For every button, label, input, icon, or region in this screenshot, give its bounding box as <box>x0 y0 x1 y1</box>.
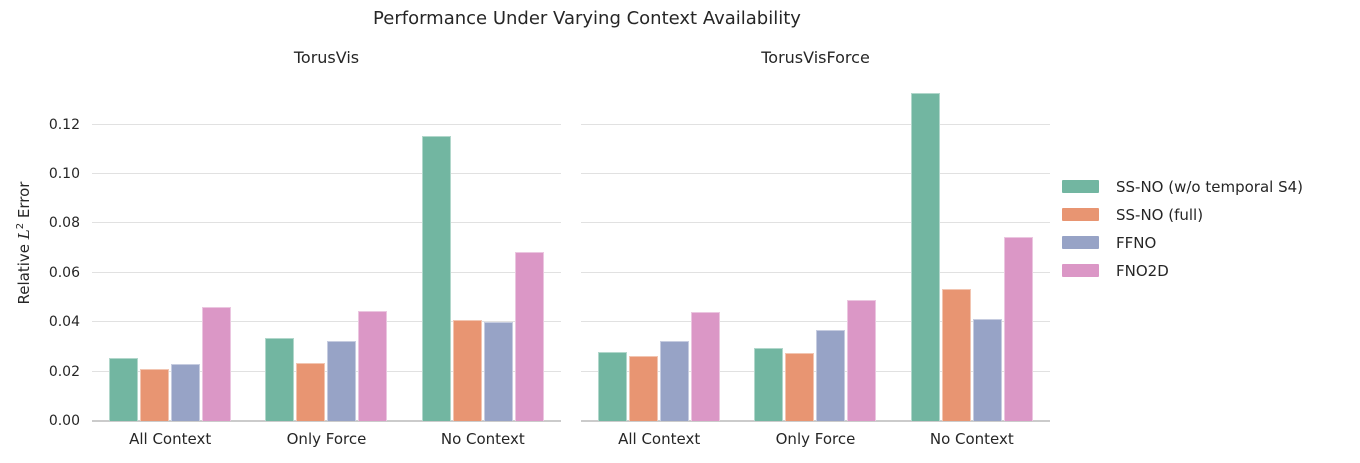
x-axis-tick-labels-torusvis: All Context Only Force No Context <box>92 430 561 448</box>
bar-group-all-context <box>581 90 737 421</box>
gridline <box>92 222 561 224</box>
legend-item-ssno-full: SS-NO (full) <box>1062 205 1303 224</box>
legend-item-fno2d: FNO2D <box>1062 261 1303 280</box>
bar-fno2d <box>691 312 721 421</box>
gridline <box>92 271 561 273</box>
gridline <box>92 123 561 125</box>
legend-label: SS-NO (w/o temporal S4) <box>1116 177 1304 196</box>
bar-group-no-context <box>894 90 1050 421</box>
bar-ss-no-full <box>785 352 815 421</box>
figure-title: Performance Under Varying Context Availa… <box>373 8 801 29</box>
legend-item-ssno-wo-temporal-s4: SS-NO (w/o temporal S4) <box>1062 177 1304 196</box>
y-tick-label: 0.02 <box>48 363 80 380</box>
bar-ss-no-full <box>452 319 482 421</box>
y-tick-label: 0.08 <box>48 215 80 232</box>
bar-ffno <box>483 322 513 421</box>
bar-ffno <box>327 340 357 421</box>
x-axis-line <box>581 420 1050 422</box>
y-tick-label: 0.00 <box>48 413 80 429</box>
gridline <box>581 222 1050 224</box>
bar-ss-no-w-o-temporal-s4 <box>598 352 628 421</box>
legend-label: SS-NO (full) <box>1116 205 1204 224</box>
x-tick-label: Only Force <box>775 430 856 448</box>
x-axis-line <box>92 420 561 422</box>
gridline <box>581 123 1050 125</box>
bar-ffno <box>816 330 846 421</box>
gridline <box>92 173 561 174</box>
x-tick-label: All Context <box>618 430 701 448</box>
gridline <box>581 271 1050 273</box>
bar-fno2d <box>358 310 388 421</box>
x-tick-label: No Context <box>440 430 525 448</box>
subplot-title-torusvis: TorusVis <box>293 48 360 67</box>
legend-swatch-ffno <box>1062 236 1099 249</box>
bar-fno2d <box>202 306 232 421</box>
legend-label: FFNO <box>1116 233 1157 252</box>
bar-groups <box>92 90 561 421</box>
legend-swatch-ssno-wo-temporal-s4 <box>1062 180 1099 193</box>
bar-group-all-context <box>92 90 248 421</box>
gridline <box>92 321 561 323</box>
gridline <box>581 370 1050 372</box>
y-tick-label: 0.04 <box>48 314 80 331</box>
legend-swatch-ssno-full <box>1062 208 1099 221</box>
y-tick-label: 0.12 <box>48 116 80 133</box>
legend-swatch-fno2d <box>1062 264 1099 277</box>
gridline <box>581 173 1050 174</box>
x-axis-tick-labels-torusvisforce: All Context Only Force No Context <box>581 430 1050 448</box>
plot-area-torusvisforce <box>581 90 1050 422</box>
legend-label: FNO2D <box>1116 261 1169 280</box>
gridline <box>581 321 1050 323</box>
bar-group-only-force <box>248 90 404 421</box>
bar-fno2d <box>847 299 877 421</box>
bar-ss-no-full <box>941 288 971 421</box>
bar-ss-no-full <box>140 368 170 421</box>
x-tick-label: No Context <box>929 430 1014 448</box>
bar-fno2d <box>1003 236 1033 421</box>
x-tick-label: Only Force <box>286 430 367 448</box>
bar-ss-no-w-o-temporal-s4 <box>109 358 139 421</box>
x-tick-label: All Context <box>129 430 212 448</box>
y-tick-label: 0.10 <box>48 166 80 182</box>
legend: SS-NO (w/o temporal S4) SS-NO (full) FFN… <box>1062 177 1304 292</box>
legend-item-ffno: FFNO <box>1062 233 1303 252</box>
bar-ss-no-w-o-temporal-s4 <box>754 348 784 421</box>
bar-ffno <box>972 319 1002 421</box>
plot-area-torusvis <box>92 90 561 422</box>
bar-ffno <box>660 340 690 421</box>
bar-groups <box>581 90 1050 421</box>
subplot-title-torusvisforce: TorusVisForce <box>761 48 870 67</box>
bar-ss-no-w-o-temporal-s4 <box>910 93 940 421</box>
y-axis-tick-labels: 0.00 0.02 0.04 0.06 0.08 0.10 0.12 <box>0 90 80 429</box>
bar-ss-no-w-o-temporal-s4 <box>265 338 295 421</box>
bar-ss-no-full <box>296 362 326 421</box>
bar-group-only-force <box>737 90 893 421</box>
bar-ss-no-full <box>629 356 659 421</box>
y-tick-label: 0.06 <box>48 264 80 281</box>
gridline <box>92 370 561 372</box>
bar-ss-no-w-o-temporal-s4 <box>421 135 451 421</box>
bar-group-no-context <box>405 90 561 421</box>
bar-ffno <box>171 364 201 421</box>
bar-fno2d <box>514 252 544 421</box>
